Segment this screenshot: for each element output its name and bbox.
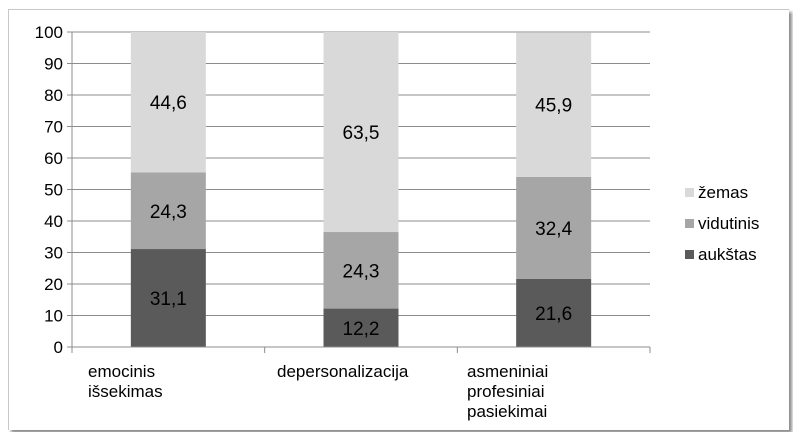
bar-segment-1-1 <box>323 232 399 309</box>
bar-segment-2-2 <box>516 32 592 177</box>
legend: žemas vidutinis aukštas <box>685 183 759 264</box>
bar-segment-2-0 <box>516 278 592 347</box>
data-label-1-1: 24,3 <box>343 261 380 282</box>
category-label-2-1: profesiniai <box>467 382 545 401</box>
legend-label-1: vidutinis <box>698 214 759 233</box>
y-tick-label-10: 10 <box>44 307 63 326</box>
y-tick-label-0: 0 <box>54 338 63 357</box>
y-tick-label-70: 70 <box>44 118 63 137</box>
data-label-2-2: 45,9 <box>535 96 572 117</box>
bar-segment-0-0 <box>130 249 206 347</box>
category-label-0-0: emocinis <box>88 362 155 381</box>
y-tick-label-100: 100 <box>35 23 63 42</box>
data-label-0-1: 24,3 <box>150 202 187 223</box>
data-label-2-0: 21,6 <box>535 304 572 325</box>
y-tick-label-50: 50 <box>44 181 63 200</box>
category-label-0-1: išsekimas <box>88 382 163 401</box>
y-tick-label-90: 90 <box>44 55 63 74</box>
category-label-2-0: asmeniniai <box>467 362 548 381</box>
y-tick-label-60: 60 <box>44 149 63 168</box>
legend-swatch-2 <box>685 250 694 259</box>
legend-swatch-0 <box>685 188 694 197</box>
legend-label-2: aukštas <box>698 245 757 264</box>
data-label-1-0: 12,2 <box>343 319 380 340</box>
y-tick-label-20: 20 <box>44 275 63 294</box>
data-label-2-1: 32,4 <box>535 219 572 240</box>
bar-segment-1-2 <box>323 32 399 233</box>
category-label-2-2: pasiekimai <box>467 402 547 421</box>
bar-segment-0-1 <box>130 172 206 250</box>
bar-segment-0-2 <box>130 32 206 173</box>
legend-label-0: žemas <box>698 183 748 202</box>
y-tick-label-30: 30 <box>44 244 63 263</box>
y-tick-label-80: 80 <box>44 86 63 105</box>
bars: 31,1 24,3 44,6 12,2 24,3 63,5 21,6 32,4 45,9 <box>130 32 592 347</box>
y-tick-label-40: 40 <box>44 212 63 231</box>
data-label-1-2: 63,5 <box>343 123 380 144</box>
legend-swatch-1 <box>685 219 694 228</box>
category-label-1-0: depersonalizacija <box>277 362 409 381</box>
data-label-0-2: 44,6 <box>150 93 187 114</box>
data-label-0-0: 31,1 <box>150 289 187 310</box>
bar-segment-2-1 <box>516 176 592 279</box>
bar-segment-1-0 <box>323 308 399 347</box>
y-axis: 0 10 20 30 40 50 60 70 80 90 100 <box>35 23 73 357</box>
